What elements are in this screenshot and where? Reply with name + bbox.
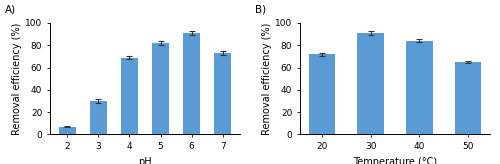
Bar (58, 127, 76, 134)
Bar (152, 43, 169, 134)
Bar (406, 41, 432, 134)
Bar (454, 62, 481, 134)
Bar (214, 53, 232, 134)
Y-axis label: Removal efficiency (%): Removal efficiency (%) (12, 22, 22, 135)
X-axis label: pH: pH (138, 157, 152, 164)
Bar (121, 58, 138, 134)
Text: B): B) (255, 5, 266, 15)
Bar (183, 33, 200, 134)
Bar (358, 33, 384, 134)
Bar (90, 101, 107, 134)
Y-axis label: Removal efficiency (%): Removal efficiency (%) (262, 22, 272, 135)
X-axis label: Temperature (°C): Temperature (°C) (353, 157, 437, 164)
Bar (308, 54, 336, 134)
Text: A): A) (5, 5, 16, 15)
